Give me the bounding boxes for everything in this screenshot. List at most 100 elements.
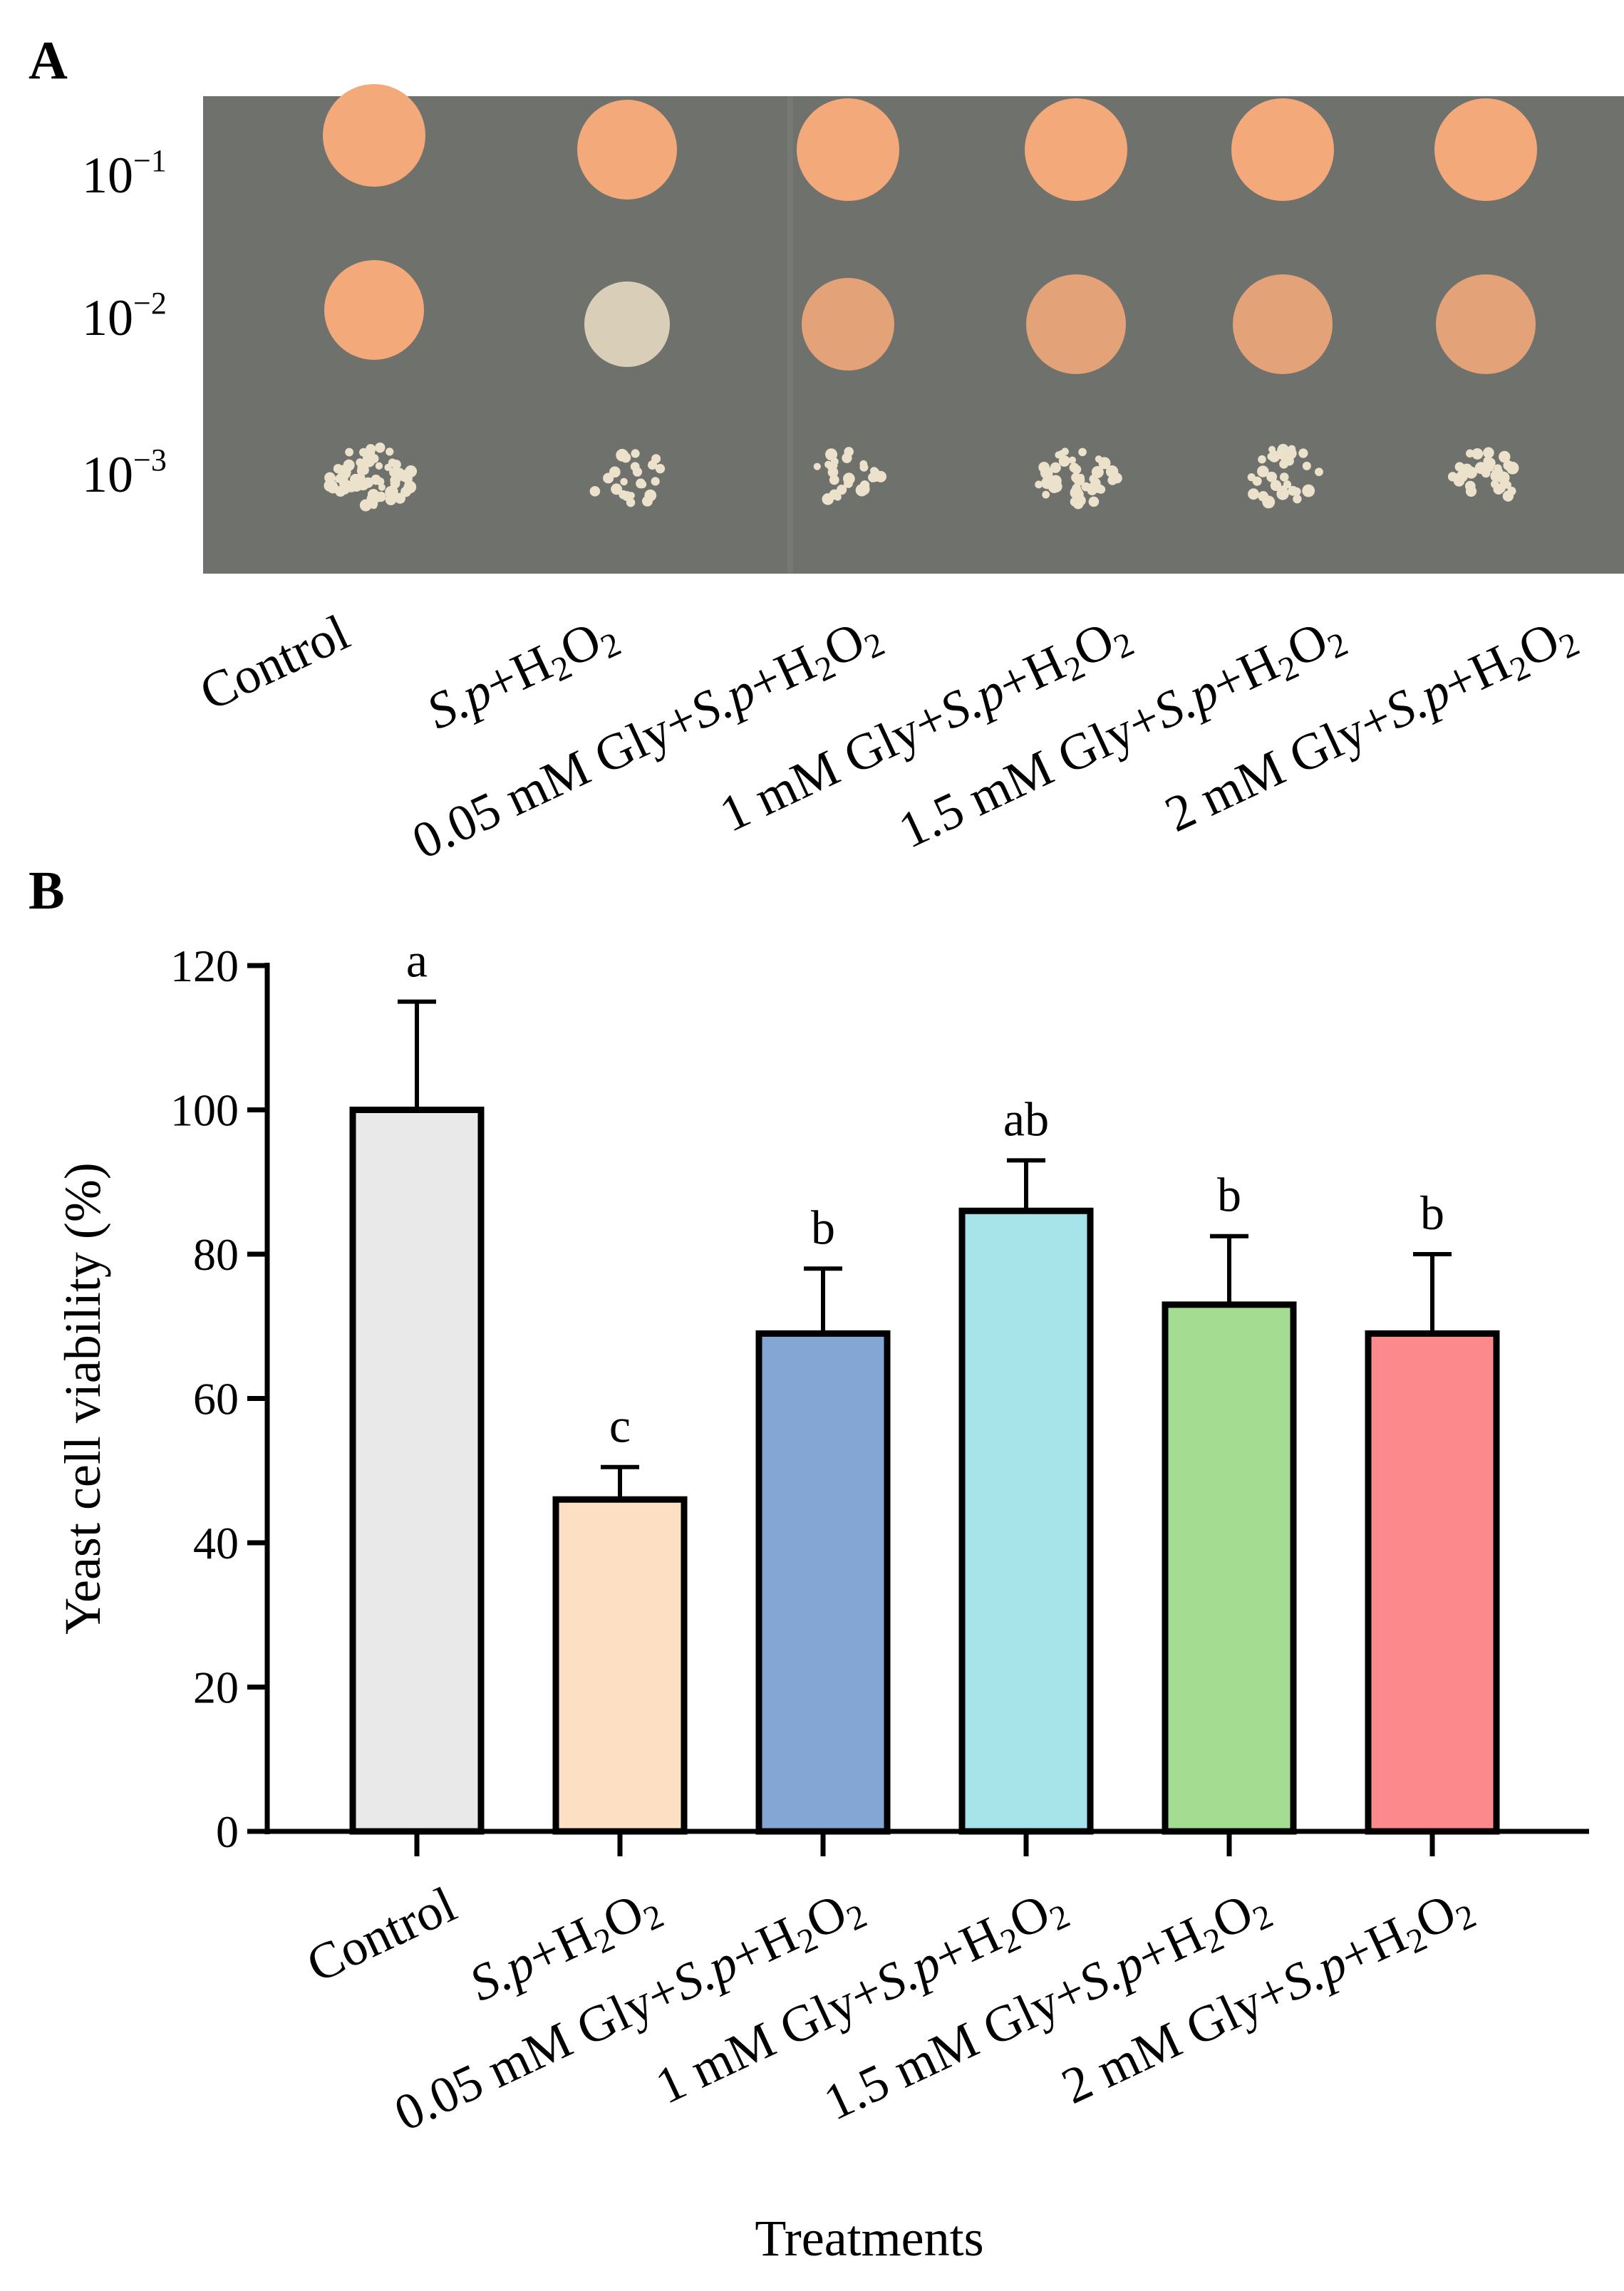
colony-dot: [1088, 496, 1100, 507]
colony-spot: [1026, 274, 1126, 374]
treatment-a-label: 2 mM Gly+S.p+H2O2: [1157, 604, 1585, 847]
colony-dot: [1270, 480, 1282, 492]
colony-spot: [802, 278, 894, 371]
label-part: Control: [192, 604, 358, 721]
dilution-exponent: −3: [133, 443, 167, 477]
y-axis-title: Yeast cell viability (%): [54, 1162, 111, 1635]
x-axis-title: Treatments: [755, 2210, 983, 2267]
colony-dot: [641, 495, 653, 507]
colony-dot: [1494, 467, 1504, 477]
colony-dot: [1267, 452, 1275, 460]
colony-dot: [651, 454, 661, 464]
colony-dot: [627, 492, 635, 500]
significance-label: a: [406, 934, 428, 988]
colony-dot: [619, 490, 628, 500]
colony-spot: [1025, 98, 1127, 201]
colony-dot: [1268, 474, 1277, 482]
colony-dot: [1075, 495, 1086, 506]
dilution-base: 10: [82, 147, 133, 204]
colony-dot: [1279, 472, 1289, 482]
colony-dot: [402, 487, 411, 497]
bar: [1162, 1301, 1297, 1835]
label-part: Control: [299, 1876, 465, 1993]
colony-dot: [859, 480, 870, 490]
colony-dot: [384, 463, 392, 472]
colony-dot: [1277, 443, 1289, 455]
colony-dot: [842, 472, 855, 485]
colony-dot: [1506, 461, 1519, 475]
colony-dot: [1472, 448, 1484, 460]
colony-spot: [324, 260, 424, 360]
colony-dot: [1042, 490, 1050, 499]
colony-dot: [875, 470, 887, 482]
colony-dot: [1048, 481, 1060, 493]
colony-dot: [394, 492, 406, 504]
colony-dot: [870, 467, 879, 475]
colony-dot: [1268, 445, 1276, 453]
colony-dot: [834, 493, 842, 501]
significance-label: b: [1217, 1168, 1241, 1222]
colony-dot: [1493, 483, 1504, 495]
colony-dot: [1315, 467, 1323, 477]
y-tick-label: 80: [193, 1229, 239, 1280]
sparse-colonies: [1247, 443, 1323, 509]
colony-dot: [1302, 484, 1315, 497]
colony-dot: [1248, 488, 1259, 500]
significance-label: c: [609, 1399, 631, 1453]
colony-dot: [632, 467, 643, 477]
colony-dot: [366, 444, 376, 455]
colony-dot: [1072, 465, 1082, 475]
dilution-label: 10−2: [82, 286, 167, 346]
colony-dot: [343, 459, 355, 471]
colony-dot: [1483, 447, 1494, 459]
colony-dot: [813, 462, 821, 470]
colony-dot: [1483, 456, 1492, 466]
sparse-colonies: [589, 448, 666, 507]
panel-a-label: A: [29, 31, 68, 90]
colony-dot: [1298, 448, 1308, 458]
colony-dot: [1499, 450, 1511, 463]
colony-spot: [797, 98, 899, 201]
colony-dot: [369, 501, 378, 510]
colony-dot: [1288, 485, 1298, 496]
treatment-a-label: 0.05 mM Gly+S.p+H2O2: [404, 604, 891, 874]
colony-dot: [345, 448, 354, 457]
dilution-base: 10: [82, 289, 133, 346]
colony-spot: [1436, 274, 1536, 374]
colony-dot: [1078, 448, 1087, 457]
photo-seam: [787, 96, 793, 574]
colony-dot: [1111, 472, 1122, 484]
colony-dot: [609, 466, 621, 478]
colony-dot: [1068, 456, 1076, 464]
colony-dot: [343, 470, 351, 478]
colony-dot: [1035, 480, 1043, 489]
colony-dot: [367, 489, 380, 501]
colony-dot: [859, 462, 869, 472]
colony-dot: [1302, 461, 1311, 470]
colony-dot: [1507, 487, 1516, 496]
colony-dot: [388, 487, 398, 497]
colony-dot: [844, 447, 854, 457]
dilution-label: 10−1: [82, 143, 167, 204]
treatment-a-label: Control: [192, 604, 358, 721]
colony-dot: [616, 448, 629, 462]
colony-dot: [1038, 461, 1050, 473]
colony-dot: [375, 462, 383, 470]
colony-dot: [333, 464, 343, 474]
panel-b-label: B: [29, 861, 65, 921]
y-tick-label: 20: [193, 1662, 239, 1713]
colony-spot: [577, 100, 677, 200]
colony-spot: [323, 84, 425, 187]
colony-spot: [1233, 274, 1333, 374]
colony-dot: [390, 478, 400, 489]
colony-dot: [829, 461, 838, 470]
colony-dot: [1258, 491, 1269, 502]
colony-dot: [1283, 480, 1292, 489]
bar: [349, 1107, 485, 1835]
colony-dot: [396, 467, 404, 476]
colony-dot: [1058, 455, 1070, 467]
dilution-exponent: −2: [133, 286, 167, 321]
colony-dot: [1258, 455, 1266, 464]
